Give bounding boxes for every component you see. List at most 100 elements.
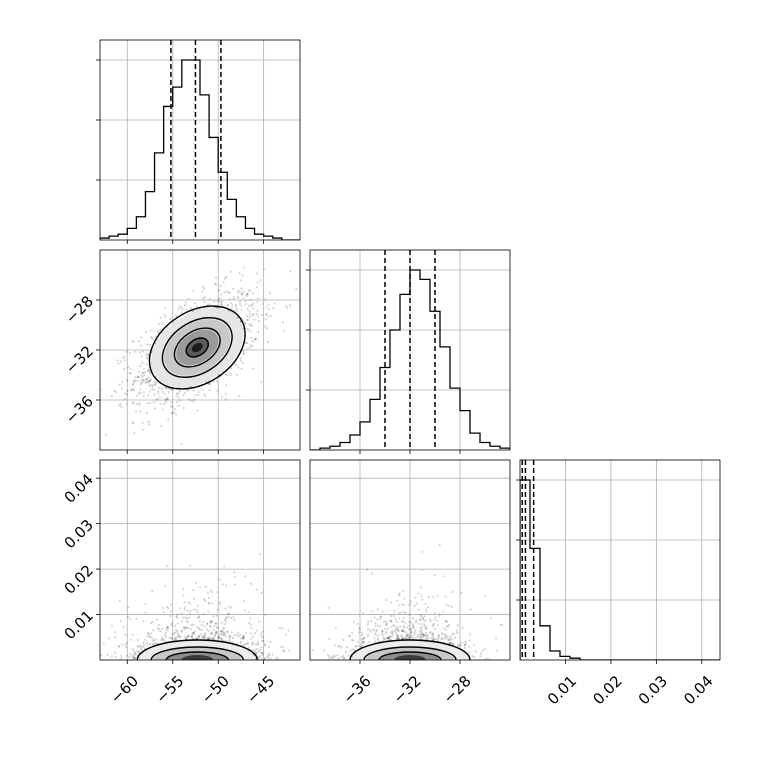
sample-point (279, 645, 282, 648)
sample-point (249, 632, 253, 635)
sample-point (408, 603, 411, 606)
sample-point (118, 645, 121, 648)
sample-point (260, 651, 264, 654)
sample-point (181, 308, 184, 311)
sample-point (370, 572, 374, 575)
sample-point (145, 378, 149, 381)
sample-point (218, 297, 221, 300)
sample-point (171, 405, 174, 409)
sample-point (142, 428, 145, 432)
sample-point (232, 616, 235, 619)
sample-point (209, 625, 212, 628)
sample-point (401, 620, 404, 623)
sample-point (187, 297, 190, 300)
sample-point (148, 379, 152, 382)
sample-point (120, 657, 123, 660)
sample-point (239, 641, 242, 644)
sample-point (174, 631, 177, 634)
sample-point (424, 610, 428, 613)
sample-point (229, 374, 232, 377)
sample-point (340, 646, 343, 649)
sample-point (174, 638, 178, 641)
x-tick-label: 0.02 (589, 672, 625, 708)
sample-point (170, 622, 174, 625)
sample-point (137, 646, 140, 649)
sample-point (245, 294, 248, 298)
sample-point (144, 611, 147, 614)
sample-point (156, 618, 159, 621)
sample-point (120, 387, 123, 390)
sample-point (415, 619, 418, 622)
sample-point (203, 625, 206, 628)
sample-point (183, 303, 187, 307)
sample-point (215, 614, 218, 617)
sample-point (407, 634, 411, 637)
sample-point (193, 608, 196, 611)
sample-point (432, 637, 435, 640)
sample-point (260, 634, 263, 637)
sample-point (156, 642, 160, 645)
sample-point (128, 372, 131, 375)
sample-point (131, 388, 134, 392)
sample-point (448, 639, 451, 642)
sample-point (132, 380, 135, 383)
sample-point (218, 578, 221, 581)
sample-point (244, 303, 247, 306)
sample-point (192, 597, 196, 600)
sample-point (258, 648, 261, 651)
sample-point (193, 632, 196, 635)
sample-point (422, 623, 426, 626)
sample-point (148, 636, 151, 639)
sample-point (113, 389, 116, 393)
sample-point (185, 626, 188, 629)
sample-point (137, 370, 140, 373)
sample-point (163, 386, 167, 389)
sample-point (135, 617, 138, 620)
sample-point (388, 619, 392, 622)
sample-point (257, 657, 260, 660)
sample-point (419, 617, 422, 621)
sample-point (418, 630, 421, 633)
sample-point (420, 631, 423, 634)
sample-point (205, 628, 208, 631)
sample-point (422, 633, 425, 637)
sample-point (351, 632, 354, 635)
sample-point (150, 335, 153, 339)
contour-line (150, 646, 244, 660)
sample-point (191, 637, 194, 640)
sample-point (447, 638, 450, 642)
sample-point (157, 390, 160, 393)
sample-point (264, 644, 267, 647)
sample-point (144, 353, 148, 356)
sample-point (203, 296, 206, 299)
sample-point (152, 401, 155, 404)
sample-point (444, 633, 447, 636)
sample-point (203, 636, 206, 639)
sample-point (145, 379, 148, 382)
sample-point (237, 366, 240, 369)
sample-point (141, 372, 144, 375)
sample-point (240, 637, 243, 640)
sample-point (185, 619, 189, 622)
sample-point (122, 367, 126, 371)
sample-point (434, 616, 437, 619)
sample-point (221, 630, 224, 634)
sample-point (224, 584, 228, 587)
sample-point (146, 343, 149, 346)
sample-point (246, 347, 249, 350)
sample-point (202, 597, 206, 601)
sample-point (413, 631, 416, 634)
sample-point (247, 328, 250, 331)
sample-point (210, 631, 213, 635)
sample-point (379, 617, 382, 621)
sample-point (235, 633, 238, 637)
sample-point (384, 638, 387, 641)
sample-point (464, 642, 467, 645)
sample-point (178, 305, 181, 308)
sample-point (142, 371, 145, 374)
sample-point (225, 630, 228, 634)
sample-point (207, 629, 210, 632)
density-level (181, 655, 214, 660)
sample-point (347, 654, 350, 657)
sample-point (366, 623, 370, 626)
